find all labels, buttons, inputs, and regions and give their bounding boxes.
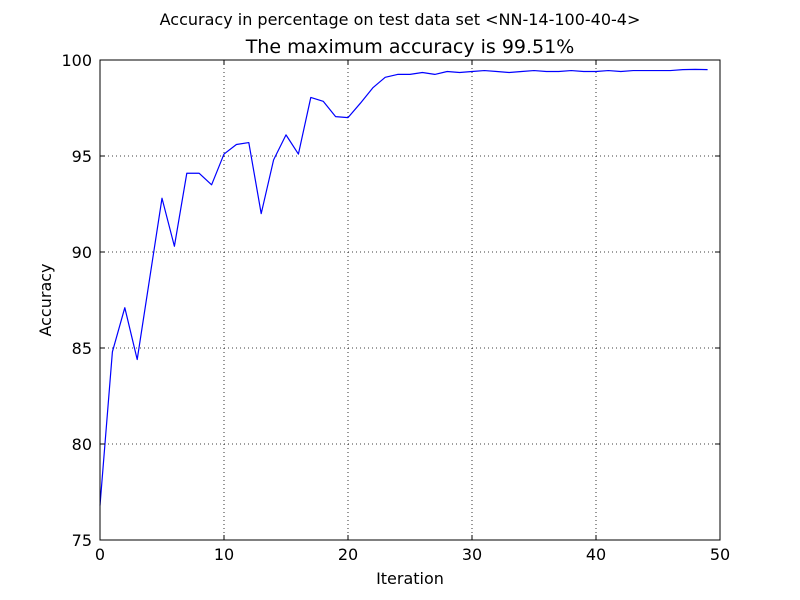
y-tick-label: 80 xyxy=(72,435,92,454)
tick-layer: 0 10 20 30 40 50 75 80 85 90 95 100 xyxy=(61,51,730,564)
grid-layer xyxy=(100,60,720,540)
y-tick-label: 85 xyxy=(72,339,92,358)
x-axis-label: Iteration xyxy=(376,569,444,588)
x-tick-label: 40 xyxy=(586,545,606,564)
x-tick-label: 30 xyxy=(462,545,482,564)
y-tick-label: 90 xyxy=(72,243,92,262)
axes-frame xyxy=(99,59,721,541)
figure-suptitle: Accuracy in percentage on test data set … xyxy=(159,10,641,29)
y-tick-label: 95 xyxy=(72,147,92,166)
x-tick-label: 50 xyxy=(710,545,730,564)
chart-title: The maximum accuracy is 99.51% xyxy=(245,36,575,58)
x-tick-label: 0 xyxy=(95,545,105,564)
axes-layer xyxy=(99,59,721,541)
y-axis-label: Accuracy xyxy=(36,263,55,337)
y-tick-label: 100 xyxy=(61,51,92,70)
y-tick-label: 75 xyxy=(72,531,92,550)
series-layer xyxy=(99,68,708,506)
x-tick-label: 20 xyxy=(338,545,358,564)
x-tick-label: 10 xyxy=(214,545,234,564)
accuracy-series-line xyxy=(99,68,708,506)
